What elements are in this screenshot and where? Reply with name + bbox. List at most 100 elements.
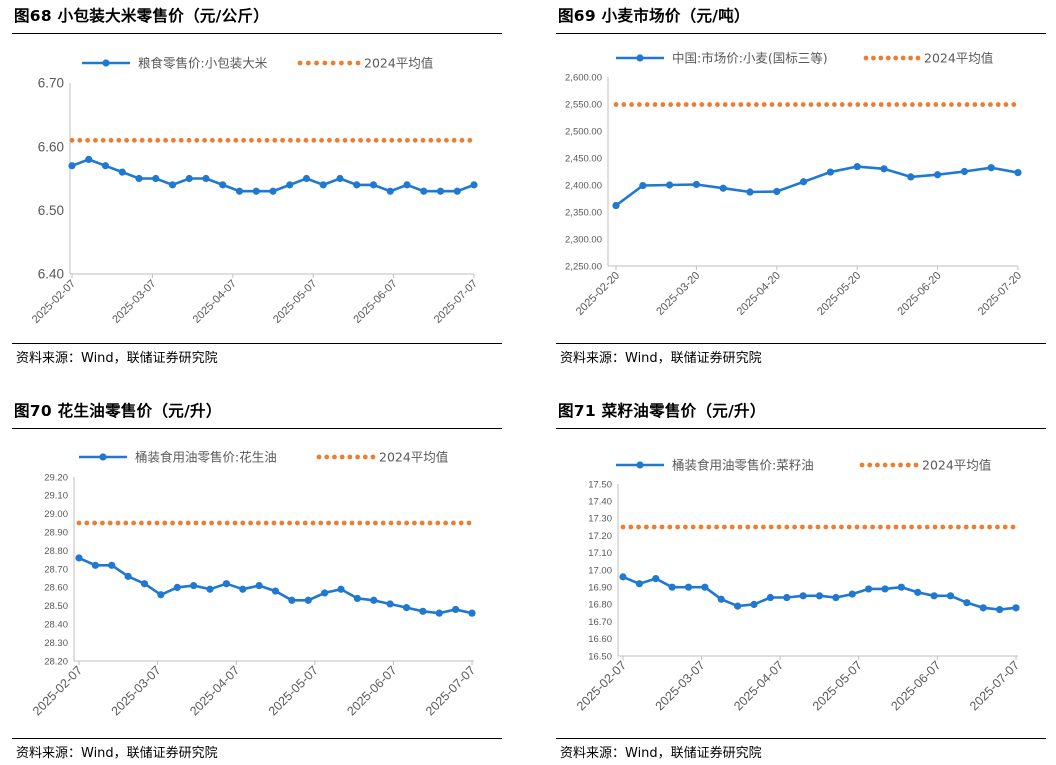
title-divider bbox=[556, 33, 1046, 34]
data-point bbox=[897, 583, 905, 591]
average-dot bbox=[854, 524, 860, 530]
average-dot bbox=[715, 102, 720, 107]
average-dot bbox=[1002, 524, 1008, 530]
legend-average-dot bbox=[890, 462, 896, 468]
y-tick-label: 17.50 bbox=[588, 479, 612, 490]
data-point bbox=[386, 600, 394, 608]
average-dot bbox=[894, 102, 900, 107]
y-tick-label: 16.60 bbox=[588, 634, 612, 645]
x-tick-label: 2025-03-07 bbox=[653, 658, 708, 713]
average-dot bbox=[108, 137, 114, 143]
average-dot bbox=[209, 520, 215, 526]
x-tick-label: 2025-07-07 bbox=[432, 278, 480, 326]
x-tick-label: 2025-05-20 bbox=[815, 270, 863, 318]
average-dot bbox=[784, 524, 790, 530]
data-point bbox=[701, 583, 709, 591]
legend-series-marker bbox=[636, 54, 644, 62]
data-point bbox=[173, 583, 181, 591]
x-tick-label: 2025-06-20 bbox=[895, 270, 943, 318]
data-point bbox=[815, 592, 824, 600]
average-dot bbox=[381, 137, 387, 143]
legend-average-dot bbox=[867, 462, 873, 468]
average-dot bbox=[412, 520, 417, 526]
average-dot bbox=[839, 102, 845, 107]
average-dot bbox=[256, 520, 261, 526]
x-tick-label: 2025-07-20 bbox=[976, 270, 1024, 318]
title-divider bbox=[556, 428, 1046, 429]
average-dot bbox=[832, 102, 837, 107]
average-dot bbox=[980, 102, 985, 107]
x-tick-label: 2025-04-07 bbox=[187, 663, 242, 718]
data-point bbox=[880, 165, 888, 173]
average-dot bbox=[92, 520, 97, 526]
legend-average-dot bbox=[898, 462, 903, 468]
legend-average-label: 2024平均值 bbox=[922, 458, 991, 473]
data-point bbox=[75, 554, 83, 562]
data-point bbox=[930, 592, 938, 600]
data-point bbox=[639, 181, 647, 190]
average-dot bbox=[373, 137, 379, 143]
average-dot bbox=[676, 102, 681, 107]
chart-title: 图70 花生油零售价（元/升） bbox=[14, 402, 222, 420]
legend-average-dot bbox=[316, 454, 322, 460]
average-dot bbox=[885, 524, 891, 530]
average-dot bbox=[295, 137, 301, 143]
average-dot bbox=[707, 102, 712, 107]
data-point bbox=[288, 596, 296, 604]
data-point bbox=[619, 573, 627, 581]
data-point bbox=[826, 168, 834, 176]
average-dot bbox=[420, 137, 426, 143]
average-dot bbox=[131, 520, 136, 526]
average-dot bbox=[878, 524, 883, 530]
average-dot bbox=[365, 520, 370, 526]
data-point bbox=[668, 583, 676, 591]
data-point bbox=[865, 585, 873, 593]
y-tick-label: 6.70 bbox=[38, 76, 64, 91]
x-tick-label: 2025-02-07 bbox=[30, 278, 78, 326]
average-dot bbox=[69, 137, 75, 143]
y-tick-label: 28.50 bbox=[44, 601, 68, 612]
average-dot bbox=[863, 102, 868, 107]
average-dot bbox=[846, 524, 852, 530]
average-dot bbox=[224, 520, 230, 526]
average-dot bbox=[334, 520, 339, 526]
x-tick-label: 2025-04-07 bbox=[191, 278, 239, 326]
data-point bbox=[222, 580, 230, 588]
average-dot bbox=[287, 520, 292, 526]
legend-average-dot bbox=[882, 462, 888, 468]
average-dot bbox=[714, 524, 719, 530]
average-dot bbox=[77, 137, 83, 143]
average-dot bbox=[139, 520, 144, 526]
y-tick-label: 29.00 bbox=[44, 509, 68, 520]
y-tick-label: 16.90 bbox=[588, 583, 612, 594]
average-dot bbox=[357, 520, 363, 526]
y-tick-label: 2,250.00 bbox=[565, 261, 602, 272]
legend-average-dot bbox=[915, 55, 921, 61]
chart-plot: 2,250.00 2,300.00 2,350.00 2,400.00 2,450.00… bbox=[565, 51, 1024, 318]
average-dot bbox=[263, 520, 269, 526]
average-dot bbox=[248, 520, 254, 526]
average-dot bbox=[698, 524, 704, 530]
average-dot bbox=[288, 137, 293, 143]
data-point bbox=[286, 181, 294, 189]
legend-average-dot bbox=[332, 454, 337, 460]
average-dot bbox=[824, 102, 829, 107]
average-dot bbox=[964, 102, 970, 107]
average-dot bbox=[925, 102, 931, 107]
average-dot bbox=[870, 524, 875, 530]
y-tick-label: 16.50 bbox=[588, 651, 612, 662]
average-dot bbox=[722, 102, 728, 107]
data-point bbox=[353, 594, 361, 603]
average-dot bbox=[217, 520, 222, 526]
average-dot bbox=[690, 524, 696, 530]
average-dot bbox=[722, 524, 727, 530]
chart-title: 图68 小包装大米零售价（元/公斤） bbox=[14, 7, 270, 25]
data-point bbox=[612, 201, 620, 210]
average-dot bbox=[637, 102, 642, 107]
average-dot bbox=[753, 524, 758, 530]
average-dot bbox=[652, 102, 658, 107]
average-dot bbox=[76, 520, 82, 526]
average-dot bbox=[146, 520, 152, 526]
data-point bbox=[750, 600, 758, 608]
average-dot bbox=[1010, 524, 1016, 530]
